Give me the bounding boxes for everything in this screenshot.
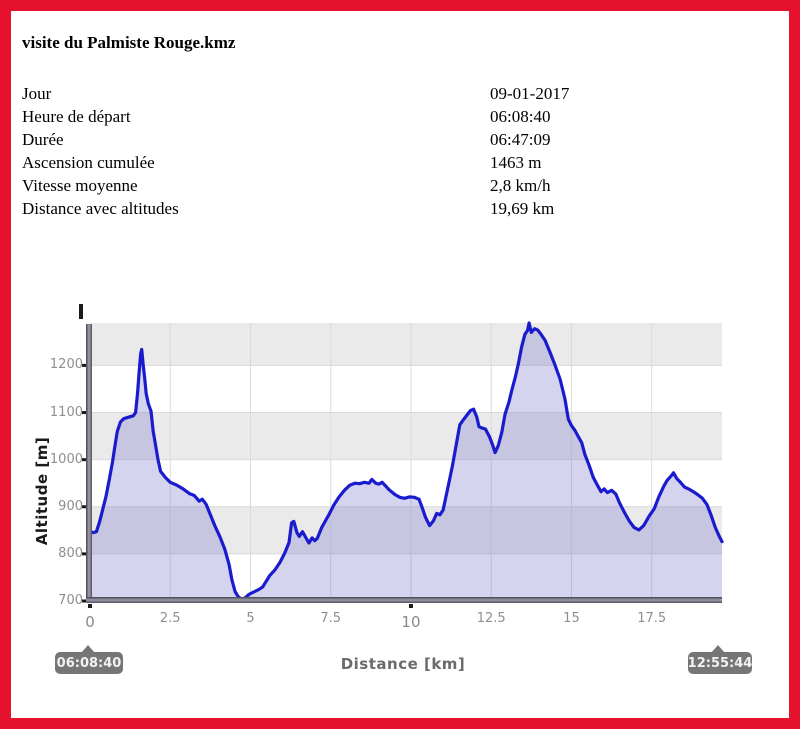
x-tick-label: 15 bbox=[563, 611, 580, 626]
info-label-duree: Durée bbox=[22, 130, 64, 149]
info-label-ascension: Ascension cumulée bbox=[22, 153, 155, 172]
y-tick-label: 900 bbox=[58, 498, 83, 514]
info-label-heure-depart: Heure de départ bbox=[22, 107, 131, 126]
info-value-ascension: 1463 m bbox=[490, 153, 542, 172]
y-axis-bar bbox=[86, 324, 92, 602]
y-axis-tick bbox=[82, 599, 87, 603]
info-label-distance: Distance avec altitudes bbox=[22, 199, 179, 218]
chart-band bbox=[90, 553, 722, 601]
chart-band bbox=[90, 412, 722, 460]
end-time-badge-arrow bbox=[711, 645, 725, 653]
info-value-vitesse: 2,8 km/h bbox=[490, 176, 551, 195]
y-axis-tick bbox=[82, 552, 87, 556]
page-title: visite du Palmiste Rouge.kmz bbox=[22, 33, 236, 52]
y-tick-label: 1000 bbox=[49, 451, 83, 467]
info-value-distance: 19,69 km bbox=[490, 199, 555, 218]
chart-band bbox=[90, 506, 722, 554]
y-axis-title: Altitude [m] bbox=[33, 436, 51, 546]
x-axis-title: Distance [km] bbox=[340, 655, 466, 673]
y-tick-label: 1100 bbox=[49, 404, 83, 420]
elevation-plot-area[interactable] bbox=[82, 321, 724, 608]
chart-band bbox=[90, 323, 722, 366]
y-tick-label: 700 bbox=[58, 593, 83, 608]
track-info-table: Jour 09-01-2017 Heure de départ 06:08:40… bbox=[22, 82, 569, 220]
y-axis-tick bbox=[82, 411, 87, 415]
x-axis-tick bbox=[88, 604, 92, 608]
y-tick-label: 1200 bbox=[49, 357, 83, 373]
start-time-badge-arrow bbox=[81, 645, 95, 653]
info-label-vitesse: Vitesse moyenne bbox=[22, 176, 138, 195]
range-slider-handle[interactable] bbox=[79, 304, 83, 319]
x-tick-label: 7.5 bbox=[320, 611, 342, 626]
x-tick-label: 10 bbox=[401, 613, 421, 631]
info-value-duree: 06:47:09 bbox=[490, 130, 551, 149]
chart-band bbox=[90, 365, 722, 413]
y-axis-tick bbox=[82, 363, 87, 367]
elevation-line bbox=[88, 321, 724, 601]
elevation-chart: 700 800 900 1000 1100 1200 0 2.5 5 7.5 10 12.5 15 17… bbox=[11, 11, 789, 718]
x-tick-label: 17.5 bbox=[637, 611, 667, 626]
elevation-area bbox=[90, 323, 722, 601]
start-time-badge: 06:08:40 bbox=[55, 652, 123, 674]
y-axis-tick bbox=[82, 505, 87, 509]
x-tick-label: 5 bbox=[246, 611, 255, 626]
x-tick-label: 0 bbox=[85, 613, 95, 631]
info-label-jour: Jour bbox=[22, 84, 52, 103]
end-time-badge: 12:55:44 bbox=[688, 652, 752, 674]
info-value-heure-depart: 06:08:40 bbox=[490, 107, 551, 126]
info-value-jour: 09-01-2017 bbox=[490, 84, 570, 103]
x-tick-label: 2.5 bbox=[159, 611, 181, 626]
y-tick-label: 800 bbox=[58, 545, 83, 561]
x-tick-label: 12.5 bbox=[476, 611, 506, 626]
y-axis-tick bbox=[82, 458, 87, 462]
x-axis-bar bbox=[86, 597, 722, 603]
x-axis-tick bbox=[408, 604, 413, 608]
